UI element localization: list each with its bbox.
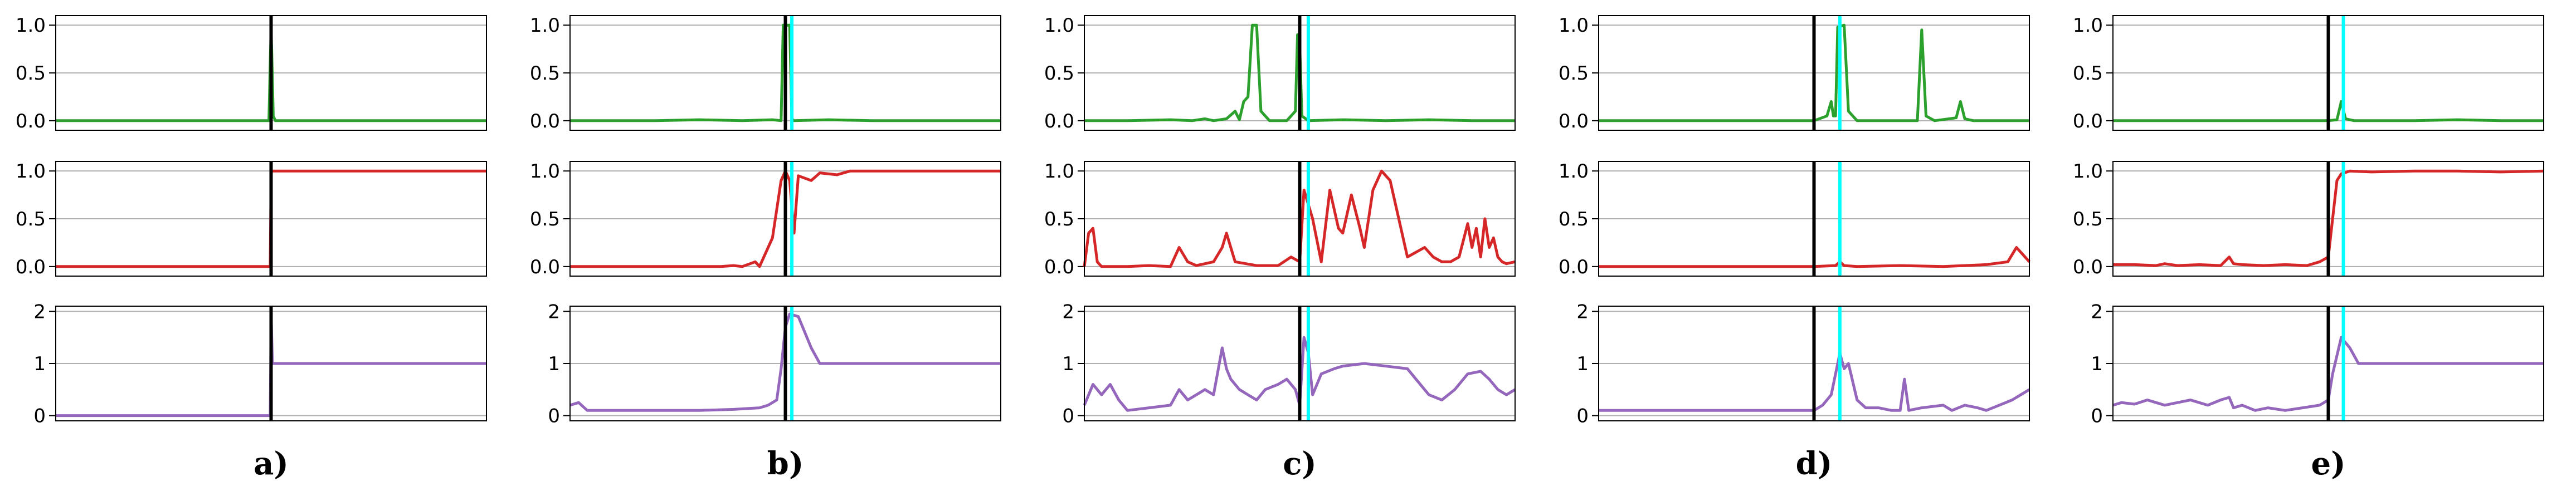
- y-tick-label: 0.0: [1559, 256, 1589, 278]
- y-tick-label: 0.5: [530, 62, 560, 85]
- y-tick-label: 1.0: [530, 160, 560, 183]
- y-tick-label: 2: [33, 301, 46, 323]
- y-tick-label: 1: [548, 353, 560, 375]
- y-tick-label: 0.0: [2073, 256, 2103, 278]
- y-tick-label: 0.5: [2073, 208, 2103, 230]
- series-line: [1084, 23, 1515, 122]
- panel-label: c): [1283, 445, 1317, 482]
- y-tick-label: 0.5: [1559, 62, 1589, 85]
- panel-label: b): [767, 445, 804, 482]
- y-tick-label: 0.5: [530, 208, 560, 230]
- axes-frame: [569, 306, 1001, 421]
- series-line: [2113, 169, 2544, 267]
- y-tick-label: 1.0: [1044, 160, 1074, 183]
- axes-frame: [55, 306, 487, 421]
- axes-frame: [1084, 161, 1516, 277]
- y-tick-label: 0.5: [1044, 208, 1074, 230]
- y-tick-label: 0: [548, 405, 560, 428]
- y-tick-label: 2: [1576, 301, 1589, 323]
- y-tick-label: 0.0: [530, 256, 560, 278]
- y-tick-label: 1: [1576, 353, 1589, 375]
- series-line: [1083, 169, 1516, 268]
- panel-label: a): [254, 445, 289, 482]
- series-line: [1599, 246, 2030, 268]
- y-tick-label: 0.0: [1044, 110, 1074, 132]
- y-tick-label: 0.5: [2073, 62, 2103, 85]
- y-tick-label: 0.0: [530, 110, 560, 132]
- axes-frame: [2112, 161, 2544, 277]
- y-tick-label: 1.0: [1044, 14, 1074, 37]
- y-tick-label: 1.0: [2073, 14, 2103, 37]
- y-tick-label: 0.5: [16, 208, 46, 230]
- axes-frame: [2112, 306, 2544, 421]
- series-line: [569, 312, 1001, 412]
- y-tick-label: 1.0: [530, 14, 560, 37]
- axes-frame: [1084, 15, 1516, 131]
- y-tick-label: 0.0: [16, 110, 46, 132]
- axes-frame: [1598, 15, 2030, 131]
- y-tick-label: 0.0: [1044, 256, 1074, 278]
- y-tick-label: 0.5: [1559, 208, 1589, 230]
- y-tick-label: 1: [1062, 353, 1074, 375]
- series-line: [570, 169, 1001, 268]
- y-tick-label: 1.0: [16, 160, 46, 183]
- y-tick-label: 1.0: [2073, 160, 2103, 183]
- panel-label: e): [2311, 445, 2345, 482]
- panel-label: d): [1796, 445, 1833, 482]
- y-tick-label: 0: [2091, 405, 2103, 428]
- y-tick-label: 2: [548, 301, 560, 323]
- series-line: [1599, 23, 2029, 122]
- y-tick-label: 1.0: [1559, 14, 1589, 37]
- axes-frame: [55, 161, 487, 277]
- y-tick-label: 0.5: [1044, 62, 1074, 85]
- y-tick-label: 2: [1062, 301, 1074, 323]
- series-line: [1599, 351, 2030, 412]
- y-tick-label: 2: [2091, 301, 2103, 323]
- y-tick-label: 1.0: [1559, 160, 1589, 183]
- axes-frame: [569, 15, 1001, 131]
- y-tick-label: 1: [2091, 353, 2103, 375]
- y-tick-label: 0: [1576, 405, 1589, 428]
- y-tick-label: 0.5: [16, 62, 46, 85]
- y-tick-label: 0: [33, 405, 46, 428]
- y-tick-label: 1.0: [16, 14, 46, 37]
- y-tick-label: 0.0: [16, 256, 46, 278]
- y-tick-label: 0.0: [2073, 110, 2103, 132]
- axes-frame: [1598, 306, 2030, 421]
- axes-frame: [1598, 161, 2030, 277]
- axes-frame: [2112, 15, 2544, 131]
- series-line: [2112, 336, 2544, 412]
- y-tick-label: 1: [33, 353, 46, 375]
- series-line: [570, 23, 1001, 122]
- axes-frame: [55, 15, 487, 131]
- y-tick-label: 0: [1062, 405, 1074, 428]
- axes-frame: [569, 161, 1001, 277]
- series-line: [1083, 336, 1516, 412]
- axes-frame: [1084, 306, 1516, 421]
- y-tick-label: 0.0: [1559, 110, 1589, 132]
